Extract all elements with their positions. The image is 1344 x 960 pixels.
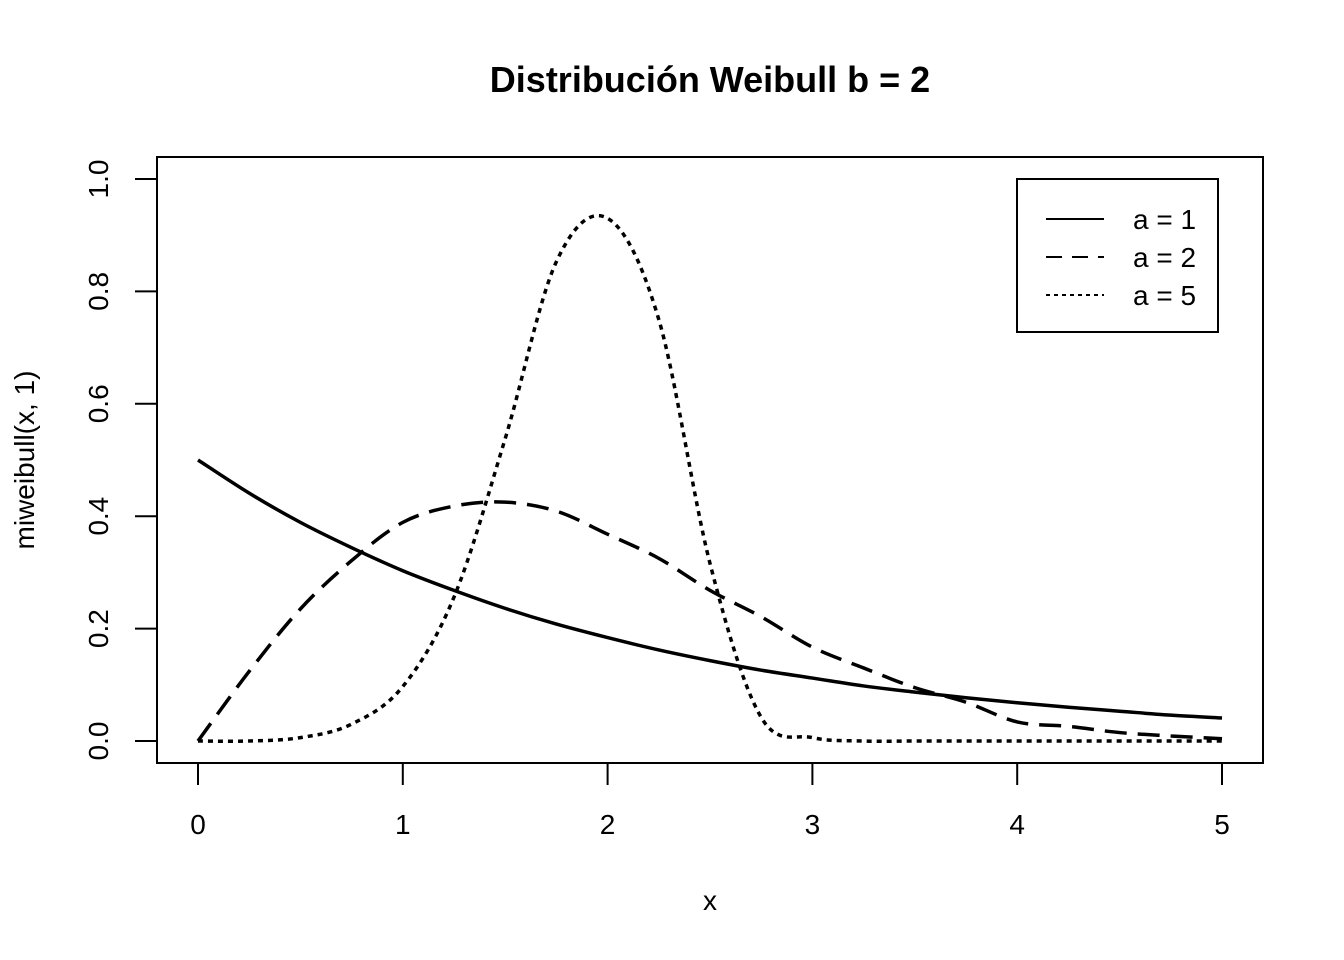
y-tick-label: 0.8 [83,272,114,311]
legend-label-1: a = 1 [1133,204,1196,235]
x-tick-label: 4 [1009,809,1025,840]
x-tick-label: 2 [600,809,616,840]
x-axis-label: x [703,885,717,916]
y-tick-label: 0.0 [83,722,114,761]
x-tick-label: 3 [805,809,821,840]
y-axis-label: miweibull(x, 1) [9,371,40,550]
legend-label-3: a = 5 [1133,280,1196,311]
legend-box [1016,178,1219,333]
y-axis: 0.0 0.2 0.4 0.6 0.8 1.0 [83,160,158,761]
series-line-1 [197,458,1223,720]
x-tick-label: 5 [1214,809,1230,840]
series-line-3 [197,213,1222,743]
x-axis: 0 1 2 3 4 5 [190,762,1230,840]
series-layer [196,213,1223,743]
legend: a = 1 a = 2 a = 5 [1016,178,1219,333]
legend-label-2: a = 2 [1133,242,1196,273]
x-tick-label: 1 [395,809,411,840]
y-tick-label: 0.2 [83,609,114,648]
chart-title: Distribución Weibull b = 2 [490,59,930,100]
y-tick-label: 1.0 [83,160,114,199]
y-tick-label: 0.6 [83,384,114,423]
x-tick-label: 0 [190,809,206,840]
series-line-2 [196,500,1223,743]
y-tick-label: 0.4 [83,497,114,536]
